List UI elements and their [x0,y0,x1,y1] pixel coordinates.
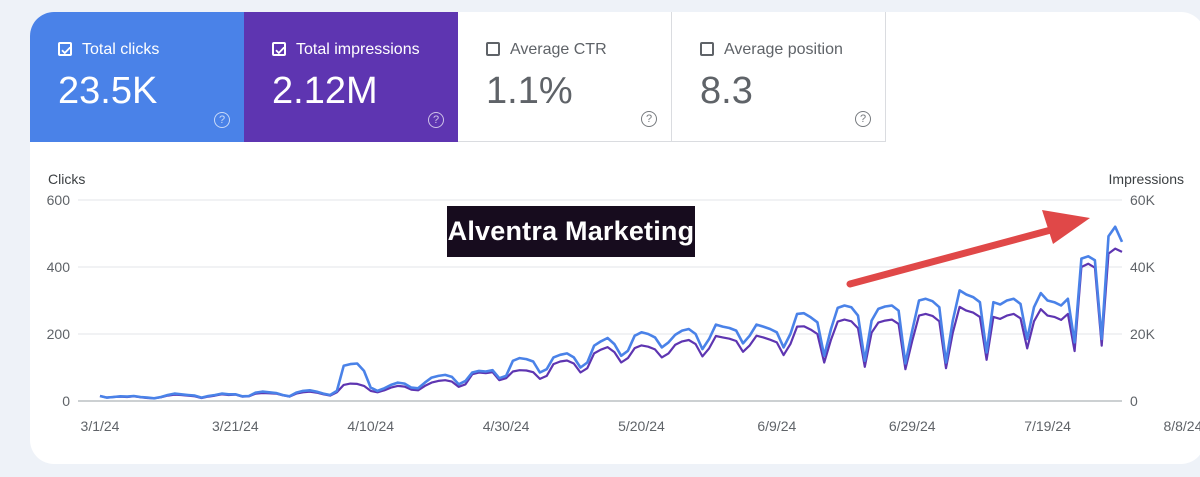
arrow-head-icon [1042,210,1090,244]
metric-card-total-impressions[interactable]: Total impressions 2.12M ? [244,12,458,142]
chart-lines [99,225,1124,400]
x-tick-label: 7/19/24 [1024,418,1071,434]
brand-logo: Alventra Marketing [447,206,695,257]
checkbox-checked-icon[interactable] [58,42,72,56]
checkbox-unchecked-icon[interactable] [486,42,500,56]
x-tick-label: 6/9/24 [757,418,796,434]
series-line-impressions [99,247,1123,400]
y-right-tick-label: 0 [1130,393,1138,409]
metric-cards: Total clicks 23.5K ? Total impressions 2… [30,12,886,142]
help-icon[interactable]: ? [855,111,871,127]
y-left-tick-label: 0 [62,393,70,409]
y-right-tick-label: 40K [1130,259,1156,275]
x-tick-label: 3/1/24 [81,418,120,434]
arrow-shaft [846,223,1066,288]
metric-value: 8.3 [700,70,753,112]
y-right-tick-label: 60K [1130,192,1156,208]
y-right-axis-title: Impressions [1109,171,1184,187]
x-tick-label: 4/10/24 [347,418,394,434]
metric-label: Total impressions [296,41,420,58]
x-tick-label: 3/21/24 [212,418,259,434]
y-left-axis-title: Clicks [48,171,85,187]
y-right-tick-label: 20K [1130,326,1156,342]
metric-value: 23.5K [58,70,158,112]
metric-label: Average CTR [510,41,607,58]
x-tick-label: 5/20/24 [618,418,665,434]
help-icon[interactable]: ? [428,112,444,128]
checkbox-checked-icon[interactable] [272,42,286,56]
x-tick-label: 6/29/24 [889,418,936,434]
metric-label: Average position [724,41,843,58]
annotation-arrow [846,210,1090,288]
metric-card-average-ctr[interactable]: Average CTR 1.1% ? [458,12,672,142]
metric-card-total-clicks[interactable]: Total clicks 23.5K ? [30,12,244,142]
chart-labels: 0 0 200 20K 400 40K 600 60K Clicks Impressions 3/1… [47,171,1200,434]
checkbox-unchecked-icon[interactable] [700,42,714,56]
chart-grid [78,199,1122,402]
help-icon[interactable]: ? [214,112,230,128]
series-line-clicks [99,225,1124,400]
help-icon[interactable]: ? [641,111,657,127]
x-tick-label: 4/30/24 [483,418,530,434]
metric-label: Total clicks [82,41,160,58]
y-left-tick-label: 200 [47,326,71,342]
y-left-tick-label: 400 [47,259,71,275]
x-tick-label: 8/8/24 [1163,418,1200,434]
performance-panel: Total clicks 23.5K ? Total impressions 2… [30,12,1200,464]
y-left-tick-label: 600 [47,192,71,208]
metric-value: 1.1% [486,70,573,112]
metric-card-average-position[interactable]: Average position 8.3 ? [672,12,886,142]
performance-chart: 0 0 200 20K 400 40K 600 60K Clicks Impressions 3/1… [47,171,1200,434]
metric-value: 2.12M [272,70,378,112]
